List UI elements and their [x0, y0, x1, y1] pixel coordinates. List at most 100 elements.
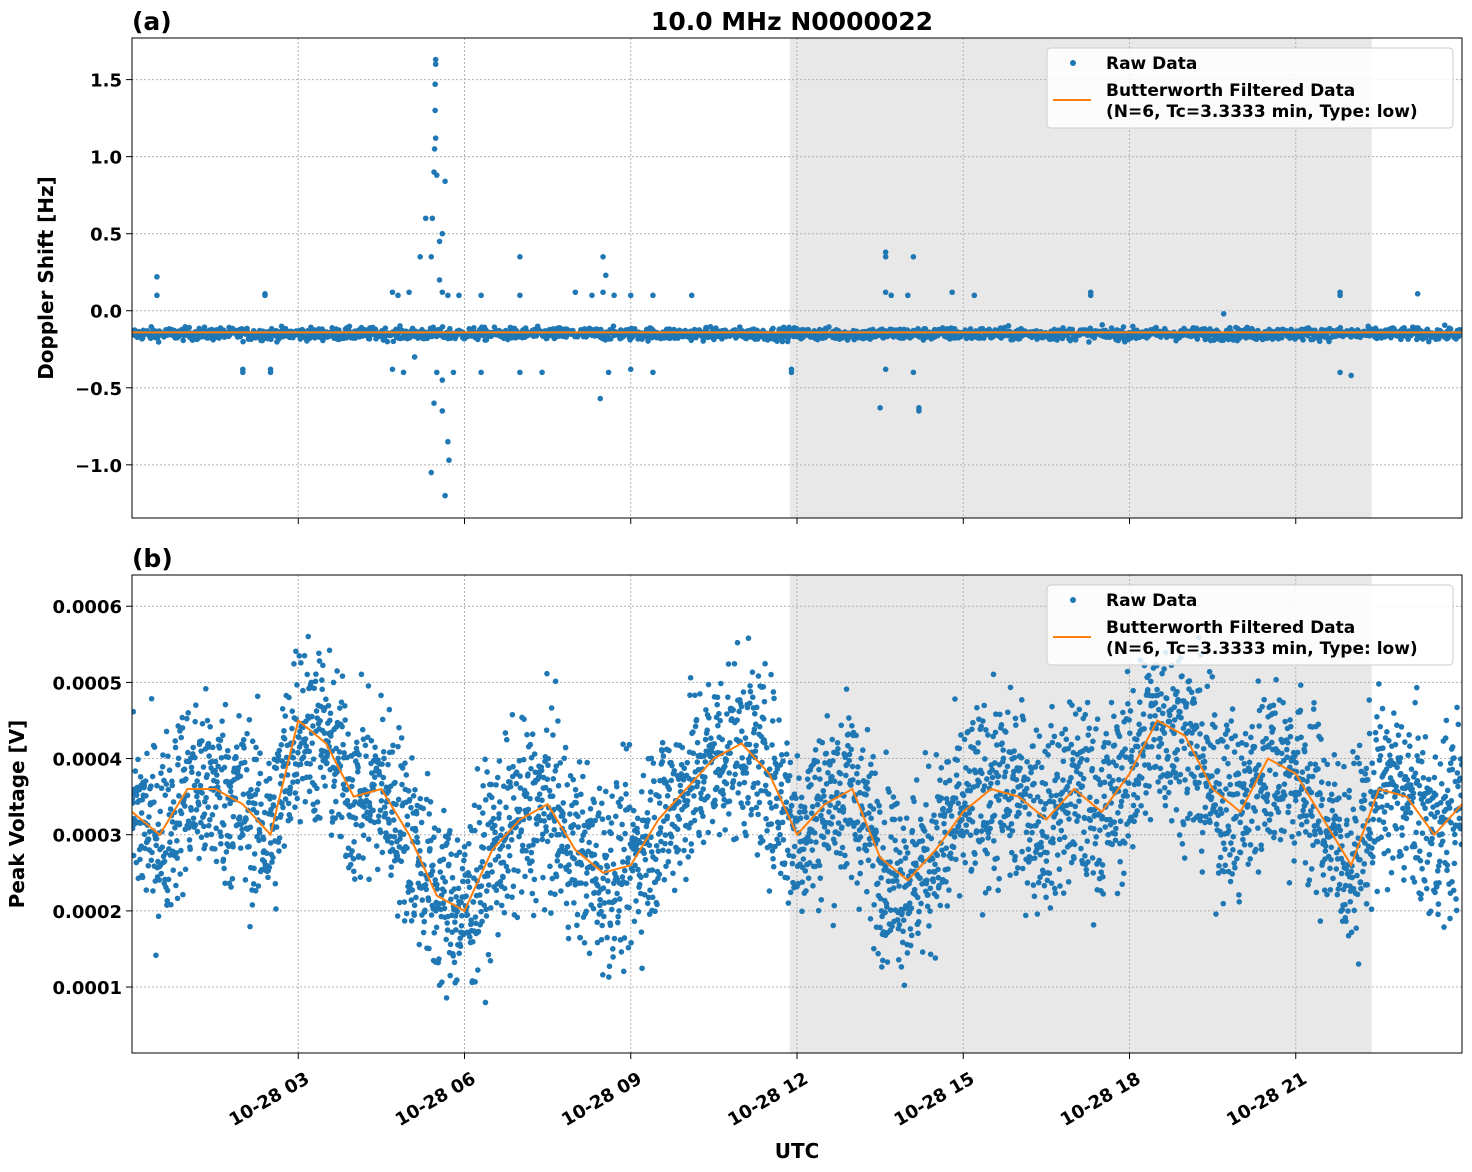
- raw-point: [952, 795, 959, 801]
- raw-point: [791, 843, 798, 850]
- raw-point: [182, 866, 189, 873]
- raw-point: [584, 759, 590, 766]
- raw-point: [262, 292, 268, 299]
- raw-point: [897, 858, 904, 864]
- raw-point: [358, 671, 365, 678]
- raw-point: [882, 864, 889, 871]
- raw-point: [625, 944, 632, 951]
- raw-point: [483, 906, 489, 913]
- raw-point: [1024, 880, 1031, 886]
- raw-point: [557, 863, 564, 869]
- raw-point: [464, 912, 471, 918]
- raw-point: [503, 863, 510, 870]
- raw-point: [967, 787, 974, 794]
- raw-point: [829, 814, 836, 820]
- raw-point: [320, 662, 326, 669]
- raw-point: [938, 765, 945, 771]
- raw-point: [480, 332, 486, 338]
- raw-point: [953, 828, 960, 835]
- raw-point: [644, 809, 651, 816]
- raw-point: [484, 769, 490, 775]
- raw-point: [545, 762, 551, 769]
- raw-point: [247, 923, 253, 930]
- raw-point: [690, 729, 696, 735]
- raw-point: [226, 833, 233, 840]
- raw-point: [601, 900, 608, 906]
- raw-point: [865, 786, 871, 792]
- raw-point: [842, 754, 849, 761]
- raw-point: [904, 850, 911, 856]
- raw-point: [541, 907, 548, 913]
- raw-point: [459, 912, 465, 919]
- raw-point: [170, 799, 177, 805]
- raw-point: [432, 877, 439, 883]
- raw-point: [712, 797, 718, 804]
- raw-point: [442, 492, 448, 499]
- raw-point: [772, 843, 778, 850]
- raw-point: [622, 830, 628, 837]
- raw-point: [472, 979, 478, 985]
- raw-point: [389, 289, 396, 296]
- raw-point: [278, 742, 285, 748]
- raw-point: [932, 861, 938, 868]
- raw-point: [638, 874, 644, 880]
- raw-point: [968, 866, 975, 873]
- raw-point: [322, 783, 328, 789]
- raw-point: [734, 717, 740, 723]
- legend-raw-label: Raw Data: [1106, 54, 1197, 74]
- raw-point: [447, 972, 454, 979]
- raw-point: [162, 850, 169, 856]
- raw-point: [287, 815, 294, 822]
- raw-point: [228, 884, 234, 890]
- raw-point: [822, 760, 828, 766]
- raw-point: [217, 840, 224, 847]
- raw-point: [605, 369, 612, 376]
- raw-point: [606, 963, 613, 970]
- raw-point: [756, 723, 763, 730]
- raw-point: [708, 735, 714, 742]
- raw-point: [163, 728, 170, 735]
- raw-point: [755, 764, 762, 770]
- raw-point: [700, 839, 707, 846]
- raw-point: [517, 254, 523, 260]
- raw-point: [794, 752, 801, 759]
- raw-point: [622, 781, 629, 788]
- raw-point: [969, 726, 975, 733]
- raw-point: [641, 850, 647, 857]
- raw-point: [918, 854, 925, 861]
- raw-point: [741, 820, 747, 827]
- raw-point: [216, 745, 223, 751]
- raw-point: [766, 888, 773, 894]
- raw-point: [884, 959, 891, 965]
- raw-point: [809, 803, 816, 810]
- raw-point: [562, 744, 569, 751]
- raw-point: [416, 941, 423, 948]
- raw-point: [992, 760, 998, 766]
- raw-point: [590, 865, 596, 872]
- raw-point: [647, 797, 654, 803]
- raw-point: [481, 831, 488, 838]
- raw-point: [338, 833, 344, 840]
- raw-point: [821, 793, 827, 799]
- raw-point: [145, 836, 152, 842]
- raw-point: [657, 825, 664, 831]
- raw-point: [343, 852, 349, 859]
- raw-point: [176, 793, 182, 799]
- raw-point: [720, 791, 726, 798]
- raw-point: [762, 660, 768, 667]
- raw-point: [149, 773, 156, 780]
- raw-point: [893, 878, 900, 884]
- raw-point: [151, 744, 158, 750]
- raw-point: [375, 818, 382, 825]
- raw-point: [172, 738, 179, 744]
- raw-point: [1044, 849, 1050, 856]
- x-tick-label: 10-28 06: [392, 1068, 479, 1131]
- raw-point: [376, 771, 383, 778]
- raw-point: [257, 770, 264, 777]
- raw-point: [688, 848, 695, 854]
- raw-point: [506, 814, 513, 821]
- raw-point: [787, 759, 794, 766]
- raw-point: [619, 821, 625, 828]
- raw-point: [471, 324, 477, 331]
- raw-point: [1441, 322, 1448, 328]
